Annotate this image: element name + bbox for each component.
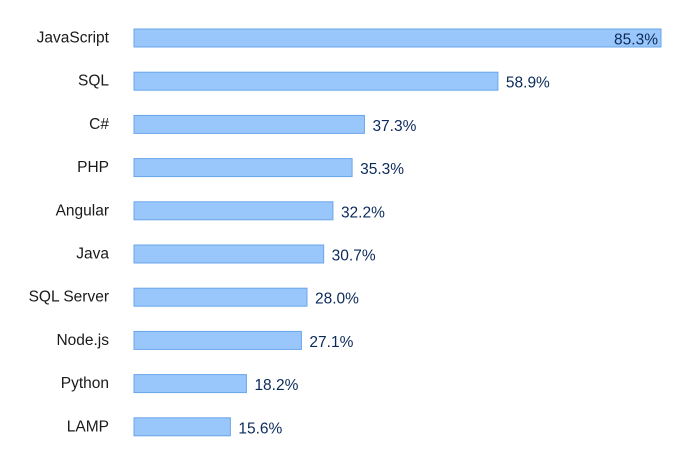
value-label-0: 85.3% bbox=[614, 32, 658, 49]
category-label-0: JavaScript bbox=[37, 30, 110, 47]
bar-8 bbox=[133, 374, 247, 394]
bar-9 bbox=[133, 417, 231, 437]
bar-5 bbox=[133, 244, 325, 264]
bar-6 bbox=[133, 287, 308, 307]
value-label-9: 15.6% bbox=[238, 420, 282, 437]
category-label-9: LAMP bbox=[67, 418, 109, 435]
value-label-5: 30.7% bbox=[332, 248, 376, 265]
bar-4 bbox=[133, 201, 334, 221]
category-label-3: PHP bbox=[77, 159, 109, 176]
bar-3 bbox=[133, 158, 353, 178]
value-label-7: 27.1% bbox=[309, 334, 353, 351]
value-labels: 85.3% 58.9% 37.3% 35.3% 32.2% 30.7% 28.0% 27.1%… bbox=[238, 32, 658, 438]
bar-7 bbox=[133, 330, 302, 350]
category-label-6: SQL Server bbox=[29, 289, 109, 306]
category-label-5: Java bbox=[76, 246, 109, 263]
value-label-6: 28.0% bbox=[315, 291, 359, 308]
value-label-8: 18.2% bbox=[254, 377, 298, 394]
category-label-8: Python bbox=[61, 375, 109, 392]
value-label-3: 35.3% bbox=[360, 161, 404, 178]
category-label-1: SQL bbox=[78, 73, 109, 90]
value-label-2: 37.3% bbox=[372, 118, 416, 135]
bar-1 bbox=[133, 71, 499, 91]
bars bbox=[133, 28, 662, 437]
category-labels: JavaScript SQL C# PHP Angular Java SQL Server N… bbox=[29, 30, 110, 436]
value-label-4: 32.2% bbox=[341, 204, 385, 221]
category-label-4: Angular bbox=[56, 202, 109, 219]
bar-0 bbox=[133, 28, 662, 48]
category-label-7: Node.js bbox=[56, 332, 109, 349]
category-label-2: C# bbox=[89, 116, 109, 133]
bar-2 bbox=[133, 114, 365, 134]
value-label-1: 58.9% bbox=[506, 75, 550, 92]
